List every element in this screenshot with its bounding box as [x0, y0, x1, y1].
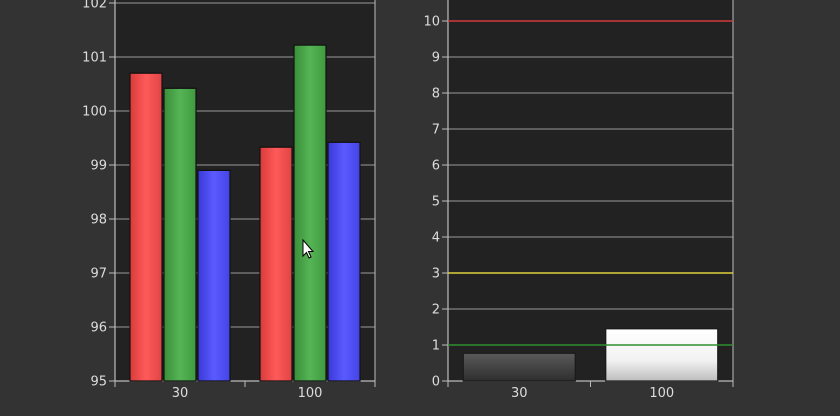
mouse-pointer-icon: [302, 238, 315, 259]
left-y-tick-label: 101: [82, 51, 107, 66]
right-bar-100: [605, 328, 719, 382]
right-bar-30: [462, 352, 576, 382]
right-y-tick-label: 3: [432, 267, 440, 282]
right-y-tick-label: 1: [432, 339, 440, 354]
right-y-tick-label: 8: [432, 87, 440, 102]
left-y-tick-label: 100: [82, 105, 107, 120]
right-chart: 0 1 2 3 4 5 6 7 8 9 10 30 100: [423, 0, 734, 401]
right-y-tick-label: 2: [432, 303, 440, 318]
left-y-tick-label: 97: [90, 267, 107, 282]
right-y-tick-label: 0: [432, 375, 440, 390]
left-bar-30-series-1: [129, 72, 163, 382]
left-bar-30-series-2: [163, 87, 197, 382]
right-x-tick-label: 30: [511, 386, 528, 401]
left-chart: 95 96 97 98 99 100 101 102 30 100: [82, 0, 376, 401]
right-y-tick-label: 10: [423, 15, 440, 30]
left-y-tick-label: 96: [90, 321, 107, 336]
cursor-layer: [302, 238, 315, 259]
left-bar-100-series-1: [259, 146, 293, 382]
left-bar-100-series-2: [293, 44, 327, 382]
right-y-tick-label: 9: [432, 51, 440, 66]
right-y-tick-label: 6: [432, 159, 440, 174]
right-y-tick-label: 5: [432, 195, 440, 210]
left-x-tick-label: 100: [298, 386, 323, 401]
right-y-tick-label: 7: [432, 123, 440, 138]
right-x-tick-label: 100: [649, 386, 674, 401]
left-y-tick-label: 99: [90, 159, 107, 174]
right-y-tick-label: 4: [432, 231, 440, 246]
left-bar-100-series-3: [327, 141, 361, 382]
left-y-tick-label: 95: [90, 375, 107, 390]
left-bar-30-series-3: [197, 169, 231, 382]
left-y-tick-label: 102: [82, 0, 107, 12]
left-y-tick-label: 98: [90, 213, 107, 228]
left-x-tick-label: 30: [172, 386, 189, 401]
right-plot-area: [448, 0, 733, 381]
